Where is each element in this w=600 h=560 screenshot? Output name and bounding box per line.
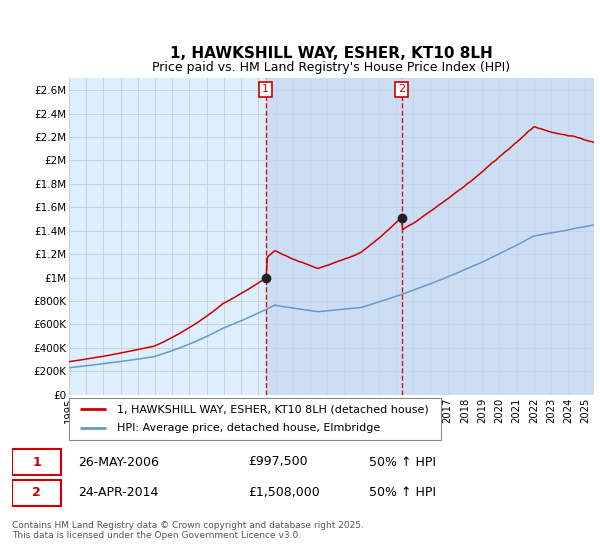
Bar bbox=[401, 78, 594, 395]
Text: 26-MAY-2006: 26-MAY-2006 bbox=[78, 455, 159, 469]
Text: 1, HAWKSHILL WAY, ESHER, KT10 8LH (detached house): 1, HAWKSHILL WAY, ESHER, KT10 8LH (detac… bbox=[118, 404, 429, 414]
Text: 50% ↑ HPI: 50% ↑ HPI bbox=[369, 486, 436, 500]
Text: £1,508,000: £1,508,000 bbox=[248, 486, 320, 500]
Text: £997,500: £997,500 bbox=[248, 455, 308, 469]
Text: 2: 2 bbox=[32, 486, 41, 500]
Text: HPI: Average price, detached house, Elmbridge: HPI: Average price, detached house, Elmb… bbox=[118, 423, 380, 433]
Text: Price paid vs. HM Land Registry's House Price Index (HPI): Price paid vs. HM Land Registry's House … bbox=[152, 61, 511, 74]
FancyBboxPatch shape bbox=[12, 480, 61, 506]
Text: 50% ↑ HPI: 50% ↑ HPI bbox=[369, 455, 436, 469]
Text: 1: 1 bbox=[262, 85, 269, 95]
Text: Contains HM Land Registry data © Crown copyright and database right 2025.
This d: Contains HM Land Registry data © Crown c… bbox=[12, 521, 364, 540]
Text: 24-APR-2014: 24-APR-2014 bbox=[78, 486, 158, 500]
FancyBboxPatch shape bbox=[12, 449, 61, 475]
Text: 1: 1 bbox=[32, 455, 41, 469]
Bar bbox=[266, 78, 401, 395]
FancyBboxPatch shape bbox=[69, 398, 441, 440]
Text: 1, HAWKSHILL WAY, ESHER, KT10 8LH: 1, HAWKSHILL WAY, ESHER, KT10 8LH bbox=[170, 46, 493, 61]
Text: 2: 2 bbox=[398, 85, 405, 95]
